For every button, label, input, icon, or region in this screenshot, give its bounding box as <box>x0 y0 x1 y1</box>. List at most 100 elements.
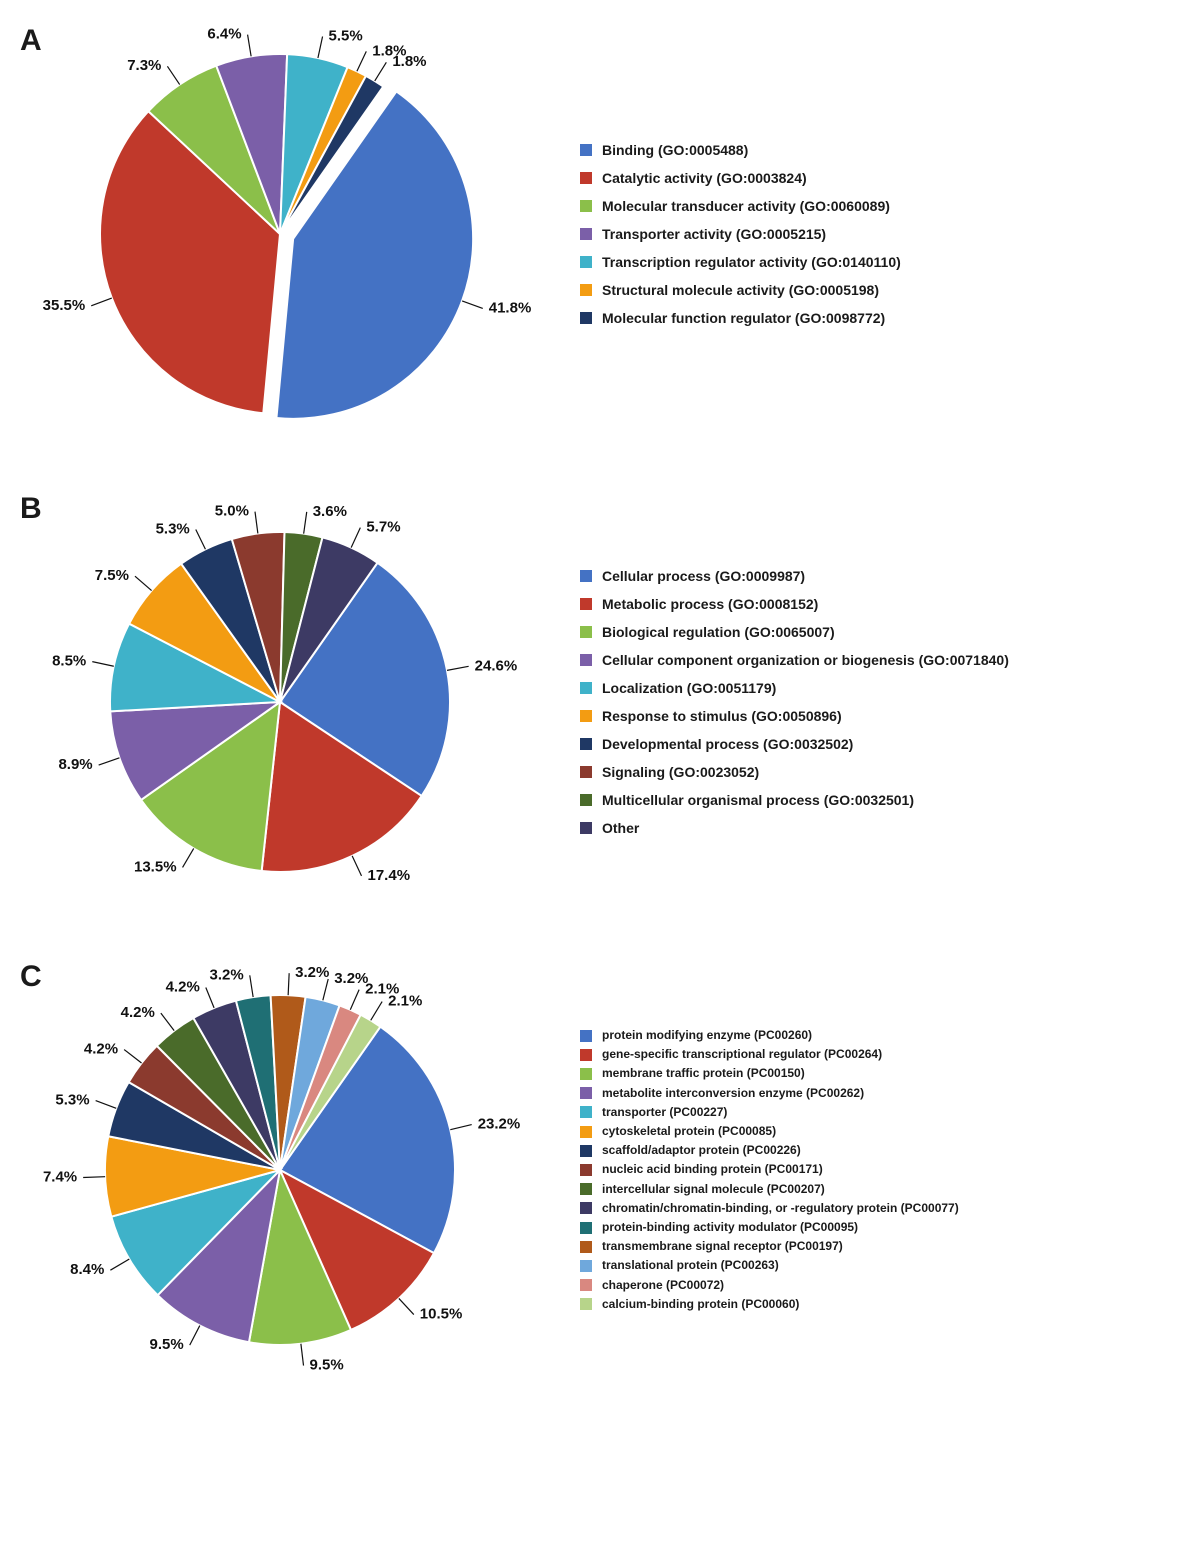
legend-item: Structural molecule activity (GO:0005198… <box>580 276 1180 304</box>
leader-line <box>91 298 112 306</box>
leader-line <box>183 848 194 867</box>
legend-item: protein modifying enzyme (PC00260) <box>580 1026 1180 1045</box>
slice-value-label: 3.2% <box>210 966 244 983</box>
legend-swatch <box>580 1183 592 1195</box>
legend-item: transporter (PC00227) <box>580 1103 1180 1122</box>
leader-line <box>161 1013 174 1031</box>
legend-label: calcium-binding protein (PC00060) <box>602 1295 799 1314</box>
legend-swatch <box>580 822 592 834</box>
leader-line <box>301 1344 304 1366</box>
legend-label: Metabolic process (GO:0008152) <box>602 590 818 618</box>
legend-label: chaperone (PC00072) <box>602 1276 724 1295</box>
leader-line <box>99 758 120 765</box>
pie-chart-A: 41.8%35.5%7.3%6.4%5.5%1.8%1.8% <box>20 24 540 444</box>
legend-swatch <box>580 1126 592 1138</box>
legend-label: intercellular signal molecule (PC00207) <box>602 1180 825 1199</box>
leader-line <box>135 576 152 590</box>
legend-item: Catalytic activity (GO:0003824) <box>580 164 1180 192</box>
legend-label: membrane traffic protein (PC00150) <box>602 1064 805 1083</box>
leader-line <box>248 35 252 57</box>
slice-value-label: 3.2% <box>295 964 329 981</box>
legend-item: Molecular function regulator (GO:0098772… <box>580 304 1180 332</box>
leader-line <box>318 37 323 59</box>
legend-item: Binding (GO:0005488) <box>580 136 1180 164</box>
legend-swatch <box>580 598 592 610</box>
legend-label: Localization (GO:0051179) <box>602 674 776 702</box>
legend-item: intercellular signal molecule (PC00207) <box>580 1180 1180 1199</box>
legend-label: Transporter activity (GO:0005215) <box>602 220 826 248</box>
legend-label: scaffold/adaptor protein (PC00226) <box>602 1141 801 1160</box>
legend-item: nucleic acid binding protein (PC00171) <box>580 1160 1180 1179</box>
legend-swatch <box>580 1260 592 1272</box>
slice-value-label: 17.4% <box>368 867 411 884</box>
slice-value-label: 5.3% <box>55 1092 89 1109</box>
legend-swatch <box>580 284 592 296</box>
leader-line <box>357 51 366 71</box>
legend-swatch <box>580 738 592 750</box>
leader-line <box>255 512 258 534</box>
slice-value-label: 5.5% <box>329 28 363 45</box>
leader-line <box>190 1326 200 1346</box>
legend-item: metabolite interconversion enzyme (PC002… <box>580 1084 1180 1103</box>
legend-item: Localization (GO:0051179) <box>580 674 1180 702</box>
leader-line <box>206 988 214 1008</box>
slice-value-label: 1.8% <box>392 53 426 70</box>
legend-swatch <box>580 1164 592 1176</box>
slice-value-label: 5.0% <box>215 503 249 520</box>
leader-line <box>196 529 206 549</box>
legend-swatch <box>580 766 592 778</box>
legend-swatch <box>580 1049 592 1061</box>
slice-value-label: 4.2% <box>166 978 200 995</box>
legend-label: translational protein (PC00263) <box>602 1256 779 1275</box>
slice-value-label: 9.5% <box>310 1357 344 1374</box>
legend-swatch <box>580 1298 592 1310</box>
leader-line <box>462 301 483 309</box>
legend-label: protein-binding activity modulator (PC00… <box>602 1218 858 1237</box>
legend-label: Signaling (GO:0023052) <box>602 758 759 786</box>
legend-item: gene-specific transcriptional regulator … <box>580 1045 1180 1064</box>
slice-value-label: 8.4% <box>70 1261 104 1278</box>
legend-swatch <box>580 172 592 184</box>
slice-value-label: 7.3% <box>127 57 161 74</box>
legend-item: Other <box>580 814 1180 842</box>
legend-label: Response to stimulus (GO:0050896) <box>602 702 842 730</box>
legend-swatch <box>580 1087 592 1099</box>
leader-line <box>450 1125 471 1130</box>
legend-swatch <box>580 682 592 694</box>
legend-item: Developmental process (GO:0032502) <box>580 730 1180 758</box>
legend-item: calcium-binding protein (PC00060) <box>580 1295 1180 1314</box>
legend-swatch <box>580 256 592 268</box>
legend-item: chromatin/chromatin-binding, or -regulat… <box>580 1199 1180 1218</box>
legend-label: Structural molecule activity (GO:0005198… <box>602 276 879 304</box>
legend: protein modifying enzyme (PC00260)gene-s… <box>580 1026 1180 1314</box>
legend-label: Biological regulation (GO:0065007) <box>602 618 835 646</box>
leader-line <box>304 512 307 534</box>
panel-C: C23.2%10.5%9.5%9.5%8.4%7.4%5.3%4.2%4.2%4… <box>20 960 1180 1380</box>
legend-label: Developmental process (GO:0032502) <box>602 730 853 758</box>
legend-swatch <box>580 1241 592 1253</box>
slice-value-label: 10.5% <box>420 1306 463 1323</box>
legend-swatch <box>580 144 592 156</box>
legend-swatch <box>580 200 592 212</box>
panel-A: A41.8%35.5%7.3%6.4%5.5%1.8%1.8%Binding (… <box>20 24 1180 444</box>
legend-swatch <box>580 570 592 582</box>
legend-swatch <box>580 626 592 638</box>
slice-value-label: 23.2% <box>478 1116 521 1133</box>
legend-label: transmembrane signal receptor (PC00197) <box>602 1237 843 1256</box>
leader-line <box>288 973 289 995</box>
slice-value-label: 35.5% <box>43 297 86 314</box>
leader-line <box>351 528 360 548</box>
leader-line <box>375 62 387 81</box>
leader-line <box>92 662 114 667</box>
leader-line <box>350 990 359 1010</box>
legend-swatch <box>580 654 592 666</box>
legend-item: membrane traffic protein (PC00150) <box>580 1064 1180 1083</box>
legend-item: Transcription regulator activity (GO:014… <box>580 248 1180 276</box>
legend-item: Biological regulation (GO:0065007) <box>580 618 1180 646</box>
leader-line <box>124 1050 141 1063</box>
slice-value-label: 7.5% <box>95 567 129 584</box>
legend-label: Molecular function regulator (GO:0098772… <box>602 304 885 332</box>
legend-swatch <box>580 1222 592 1234</box>
legend-item: transmembrane signal receptor (PC00197) <box>580 1237 1180 1256</box>
slice-value-label: 4.2% <box>121 1004 155 1021</box>
